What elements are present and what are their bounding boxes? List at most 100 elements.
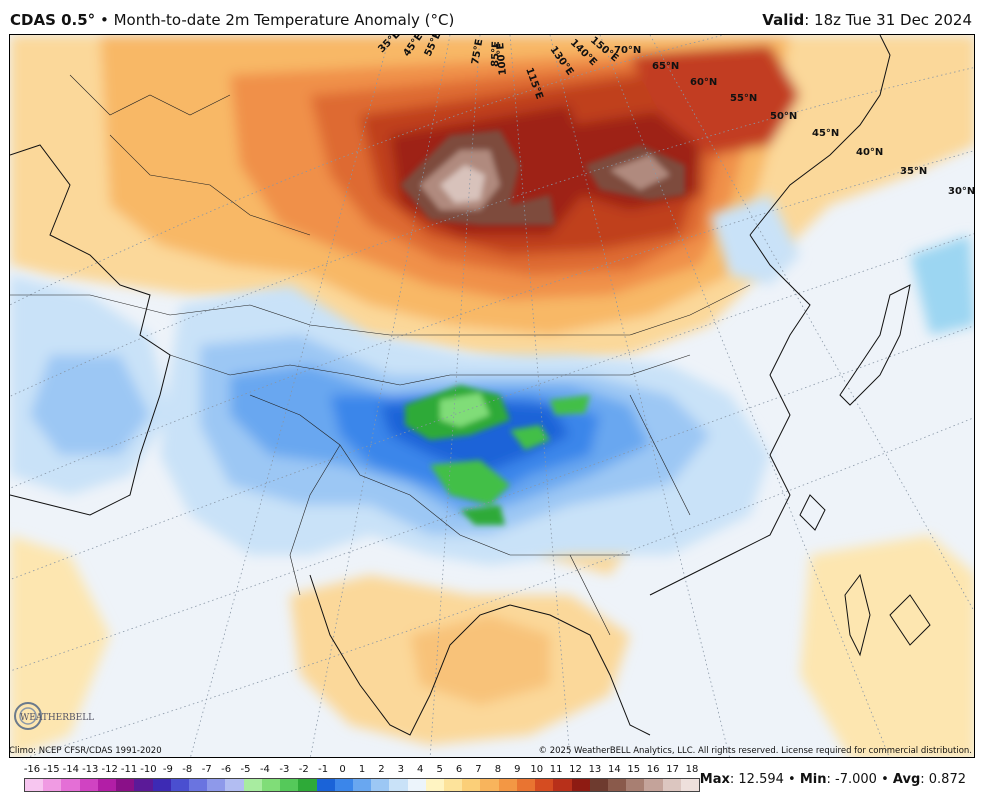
scale-swatch: [207, 779, 226, 791]
avg-value: : 0.872: [920, 772, 966, 787]
scale-tick-label: 0: [339, 764, 346, 775]
scale-tick-label: -3: [279, 764, 290, 775]
scale-swatch: [261, 779, 281, 791]
scale-tick-label: 1: [358, 764, 366, 775]
scale-tick-label: -15: [43, 764, 60, 775]
scale-tick-label: -9: [162, 764, 173, 775]
color-scale-bar: [24, 778, 700, 792]
scale-swatch: [334, 779, 353, 791]
scale-tick-label: 6: [455, 764, 463, 775]
scale-swatch: [680, 779, 700, 791]
copyright-note: © 2025 WeatherBELL Analytics, LLC. All r…: [538, 746, 972, 756]
product-name: Month-to-date 2m Temperature Anomaly (°C…: [113, 11, 455, 29]
header-bar: CDAS 0.5° • Month-to-date 2m Temperature…: [0, 0, 984, 34]
scale-swatch: [480, 779, 499, 791]
scale-tick-label: 15: [627, 764, 641, 775]
climo-note: Climo: NCEP CFSR/CDAS 1991-2020: [9, 746, 162, 756]
scale-swatch: [352, 779, 372, 791]
scale-swatch: [407, 779, 426, 791]
scale-swatch: [170, 779, 189, 791]
scale-tick-label: -12: [101, 764, 118, 775]
min-value: : -7.000: [826, 772, 877, 787]
scale-swatch: [243, 779, 262, 791]
scale-swatch: [425, 779, 445, 791]
weatherbell-logo: WEATHERBELL: [12, 696, 98, 736]
scale-tick-label: 11: [549, 764, 563, 775]
anomaly-map[interactable]: 35°E 45°E 55°E 75°E 85°E 100°E 115°E 130…: [9, 34, 975, 758]
scale-tick-label: 12: [569, 764, 582, 775]
scale-swatch: [298, 779, 317, 791]
scale-swatch: [444, 779, 463, 791]
scale-swatch: [389, 779, 408, 791]
min-label: Min: [799, 772, 827, 787]
scale-swatch: [644, 779, 663, 791]
map-title: CDAS 0.5° • Month-to-date 2m Temperature…: [10, 11, 454, 29]
lat-label-55n: 55°N: [730, 93, 757, 104]
scale-ticks: -16 -15 -14 -13 -12 -11 -10 -9 -8 -7 -6 -5 -4 -3 -2 -1 0…: [24, 764, 700, 778]
scale-tick-label: -5: [240, 764, 251, 775]
scale-tick-label: -6: [221, 764, 232, 775]
scale-tick-label: -1: [318, 764, 329, 775]
lon-label-100e: 100°E: [495, 42, 509, 76]
scale-tick-label: 7: [475, 764, 482, 775]
logo-text: WEATHERBELL: [20, 713, 94, 723]
max-value: : 12.594: [729, 772, 784, 787]
extreme-anomaly-core: [400, 130, 685, 225]
scale-swatch: [116, 779, 135, 791]
scale-swatch: [61, 779, 80, 791]
scale-swatch: [316, 779, 335, 791]
scale-tick-label: -14: [62, 764, 79, 775]
valid-label: Valid: [762, 11, 805, 29]
scale-tick-label: 5: [436, 764, 443, 775]
lat-label-65n: 65°N: [652, 61, 679, 72]
stats-sep-2: •: [881, 772, 889, 787]
scale-tick-label: 14: [607, 764, 621, 775]
lon-label-85e: 85°E: [490, 41, 502, 67]
scale-swatch: [516, 779, 536, 791]
lat-label-40n: 40°N: [856, 147, 883, 158]
scale-swatch: [535, 779, 554, 791]
scale-tick-label: 2: [378, 764, 385, 775]
scale-tick-label: 4: [417, 764, 424, 775]
max-label: Max: [699, 772, 730, 787]
scale-swatch: [134, 779, 153, 791]
lon-label-75e: 75°E: [470, 38, 485, 65]
lat-label-50n: 50°N: [770, 111, 797, 122]
scale-swatch: [188, 779, 208, 791]
scale-swatch: [571, 779, 590, 791]
lat-label-60n: 60°N: [690, 77, 717, 88]
scale-tick-label: -4: [259, 764, 270, 775]
scale-swatch: [371, 779, 390, 791]
scale-tick-label: -13: [82, 764, 99, 775]
scale-tick-label: -16: [23, 764, 41, 775]
lat-label-30n: 30°N: [948, 186, 975, 197]
scale-swatch: [553, 779, 572, 791]
degree-symbol: °: [87, 11, 96, 29]
scale-tick-label: 16: [646, 764, 660, 775]
scale-swatch: [152, 779, 171, 791]
valid-time: Valid: 18z Tue 31 Dec 2024: [762, 11, 972, 29]
coastlines: [10, 35, 931, 736]
scale-swatch: [589, 779, 608, 791]
scale-tick-label: -11: [120, 764, 138, 775]
latitude-labels: 70°N 65°N 60°N 55°N 50°N 45°N 40°N 35°N …: [614, 45, 975, 197]
lat-label-45n: 45°N: [812, 128, 839, 139]
stats-readout: Max: 12.594 • Min: -7.000 • Avg: 0.872: [700, 772, 966, 787]
model-name: CDAS 0.5: [10, 11, 88, 29]
lat-label-70n: 70°N: [614, 45, 641, 56]
scale-tick-label: -2: [298, 764, 309, 775]
scale-swatch: [97, 779, 117, 791]
scale-swatch: [498, 779, 517, 791]
scale-swatch: [280, 779, 299, 791]
scale-swatch: [79, 779, 98, 791]
scale-swatch: [626, 779, 645, 791]
stats-sep-1: •: [788, 772, 796, 787]
scale-tick-label: 17: [666, 764, 679, 775]
scale-tick-label: 13: [588, 764, 602, 775]
scale-swatch: [608, 779, 627, 791]
political-borders: [10, 74, 751, 636]
scale-tick-label: -8: [182, 764, 193, 775]
scale-swatch: [25, 779, 44, 791]
graticule: [10, 35, 974, 757]
lat-label-35n: 35°N: [900, 166, 927, 177]
